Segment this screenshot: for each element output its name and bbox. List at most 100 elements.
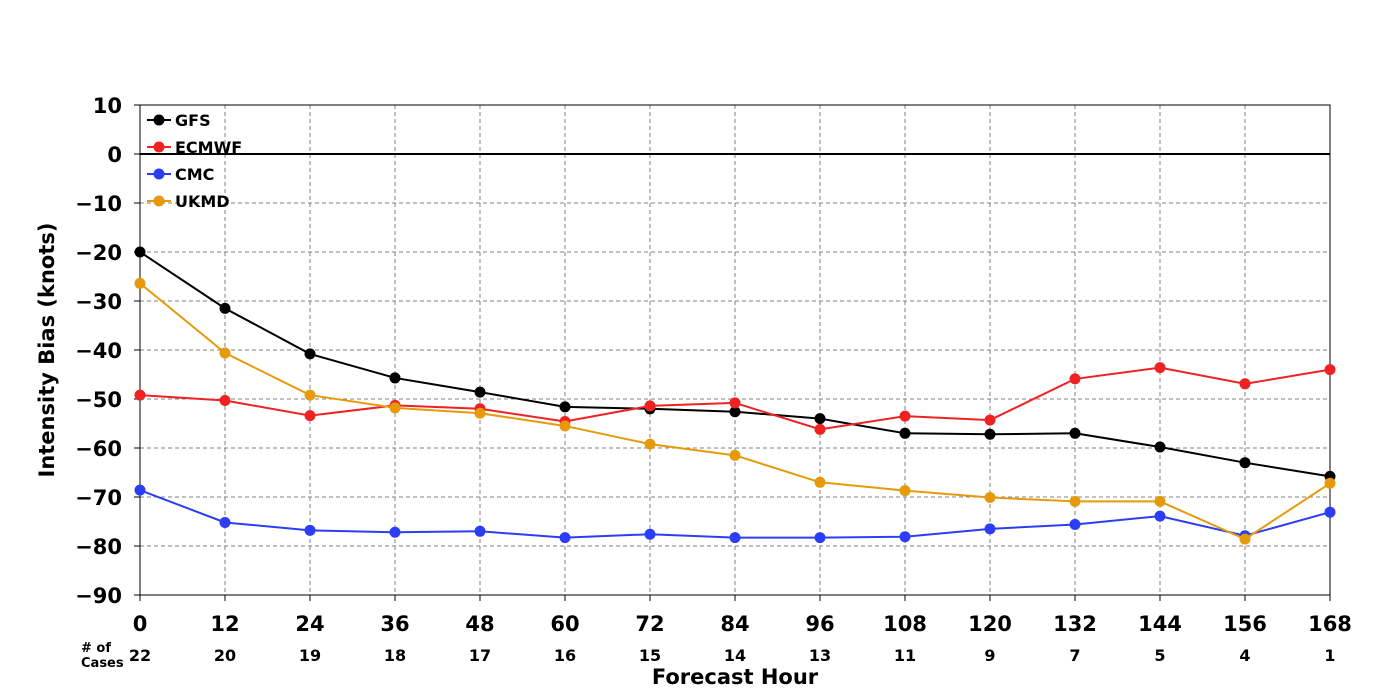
- legend-marker: [153, 141, 165, 153]
- data-point-gfs: [389, 372, 401, 384]
- x-tick-label: 156: [1223, 612, 1267, 636]
- data-point-ecmwf: [729, 397, 741, 409]
- data-point-ukmd: [389, 402, 401, 414]
- y-tick-label: −70: [75, 486, 122, 510]
- x-axis-title: Forecast Hour: [652, 665, 819, 689]
- x-axis-ticks: 0 12 24 36 48 60 72 84 96 108 120 132 144 156 168: [133, 595, 1352, 636]
- data-point-cmc: [814, 532, 826, 544]
- legend-item-cmc: CMC: [147, 165, 214, 184]
- data-point-cmc: [559, 532, 571, 544]
- case-count-label: 9: [984, 646, 995, 665]
- data-point-ecmwf: [984, 414, 996, 426]
- x-tick-label: 0: [133, 612, 148, 636]
- case-count-label: 22: [129, 646, 151, 665]
- legend-label: UKMD: [175, 192, 230, 211]
- legend-marker: [153, 114, 165, 126]
- x-tick-label: 144: [1138, 612, 1182, 636]
- y-axis-ticks: 10 0 −10 −20 −30 −40 −50 −60 −70 −80 −90: [75, 94, 140, 608]
- data-point-ukmd: [1154, 495, 1166, 507]
- case-count-label: 17: [469, 646, 491, 665]
- x-tick-label: 84: [720, 612, 749, 636]
- y-tick-label: −80: [75, 535, 122, 559]
- x-tick-label: 24: [295, 612, 324, 636]
- y-tick-label: −20: [75, 241, 122, 265]
- data-point-ecmwf: [899, 410, 911, 422]
- data-point-ukmd: [1239, 533, 1251, 545]
- y-tick-label: −40: [75, 339, 122, 363]
- data-point-gfs: [729, 406, 741, 418]
- data-point-cmc: [984, 523, 996, 535]
- x-tick-label: 132: [1053, 612, 1097, 636]
- y-tick-label: −50: [75, 388, 122, 412]
- data-point-ukmd: [984, 491, 996, 503]
- case-count-label: 4: [1239, 646, 1250, 665]
- data-point-ukmd: [1069, 495, 1081, 507]
- data-point-gfs: [1069, 427, 1081, 439]
- y-tick-label: −60: [75, 437, 122, 461]
- data-point-ukmd: [1324, 477, 1336, 489]
- case-count-row: 22 20 19 18 17 16 15 14 13 11 9 7 5 4 1: [129, 646, 1336, 665]
- data-point-ecmwf: [219, 394, 231, 406]
- x-tick-label: 12: [210, 612, 239, 636]
- data-point-gfs: [219, 302, 231, 314]
- case-count-label: 5: [1154, 646, 1165, 665]
- data-point-cmc: [899, 531, 911, 543]
- grid-lines: [140, 105, 1330, 595]
- data-point-gfs: [1154, 441, 1166, 453]
- y-tick-label: −10: [75, 192, 122, 216]
- data-point-cmc: [1069, 518, 1081, 530]
- data-point-gfs: [559, 401, 571, 413]
- data-point-gfs: [1239, 457, 1251, 469]
- data-point-ukmd: [134, 277, 146, 289]
- case-count-label: 15: [639, 646, 661, 665]
- data-point-ecmwf: [1069, 373, 1081, 385]
- x-tick-label: 48: [465, 612, 494, 636]
- case-count-label: 16: [554, 646, 576, 665]
- data-point-ukmd: [729, 449, 741, 461]
- data-point-cmc: [304, 524, 316, 536]
- x-tick-label: 96: [805, 612, 834, 636]
- data-point-ecmwf: [644, 400, 656, 412]
- legend-label: ECMWF: [175, 138, 242, 157]
- legend: GFS ECMWF CMC UKMD: [147, 111, 242, 211]
- x-tick-label: 60: [550, 612, 579, 636]
- data-point-cmc: [134, 484, 146, 496]
- data-point-cmc: [389, 526, 401, 538]
- case-count-label: 7: [1069, 646, 1080, 665]
- legend-item-ukmd: UKMD: [147, 192, 230, 211]
- x-tick-label: 72: [635, 612, 664, 636]
- cases-row-title: # of Cases: [81, 641, 124, 671]
- data-point-cmc: [474, 525, 486, 537]
- case-count-label: 18: [384, 646, 406, 665]
- y-axis-title: Intensity Bias (knots): [35, 223, 59, 478]
- data-point-gfs: [984, 428, 996, 440]
- legend-marker: [153, 168, 165, 180]
- x-tick-label: 108: [883, 612, 927, 636]
- data-point-ukmd: [644, 438, 656, 450]
- data-point-gfs: [304, 348, 316, 360]
- case-count-label: 19: [299, 646, 321, 665]
- case-count-label: 11: [894, 646, 916, 665]
- data-series: [134, 246, 1336, 545]
- data-point-ukmd: [219, 347, 231, 359]
- x-tick-label: 36: [380, 612, 409, 636]
- data-point-ukmd: [474, 407, 486, 419]
- x-tick-label: 168: [1308, 612, 1352, 636]
- data-point-ecmwf: [1154, 362, 1166, 374]
- data-point-gfs: [474, 386, 486, 398]
- data-point-gfs: [134, 246, 146, 258]
- data-point-cmc: [729, 532, 741, 544]
- data-point-ukmd: [304, 389, 316, 401]
- case-count-label: 20: [214, 646, 236, 665]
- data-point-ecmwf: [1324, 364, 1336, 376]
- case-count-label: 1: [1324, 646, 1335, 665]
- y-tick-label: −30: [75, 290, 122, 314]
- legend-label: GFS: [175, 111, 211, 130]
- data-point-cmc: [219, 516, 231, 528]
- data-point-cmc: [644, 528, 656, 540]
- y-tick-label: −90: [75, 584, 122, 608]
- legend-item-gfs: GFS: [147, 111, 211, 130]
- data-point-ecmwf: [814, 423, 826, 435]
- data-point-cmc: [1324, 506, 1336, 518]
- cases-title-line: Cases: [81, 656, 124, 671]
